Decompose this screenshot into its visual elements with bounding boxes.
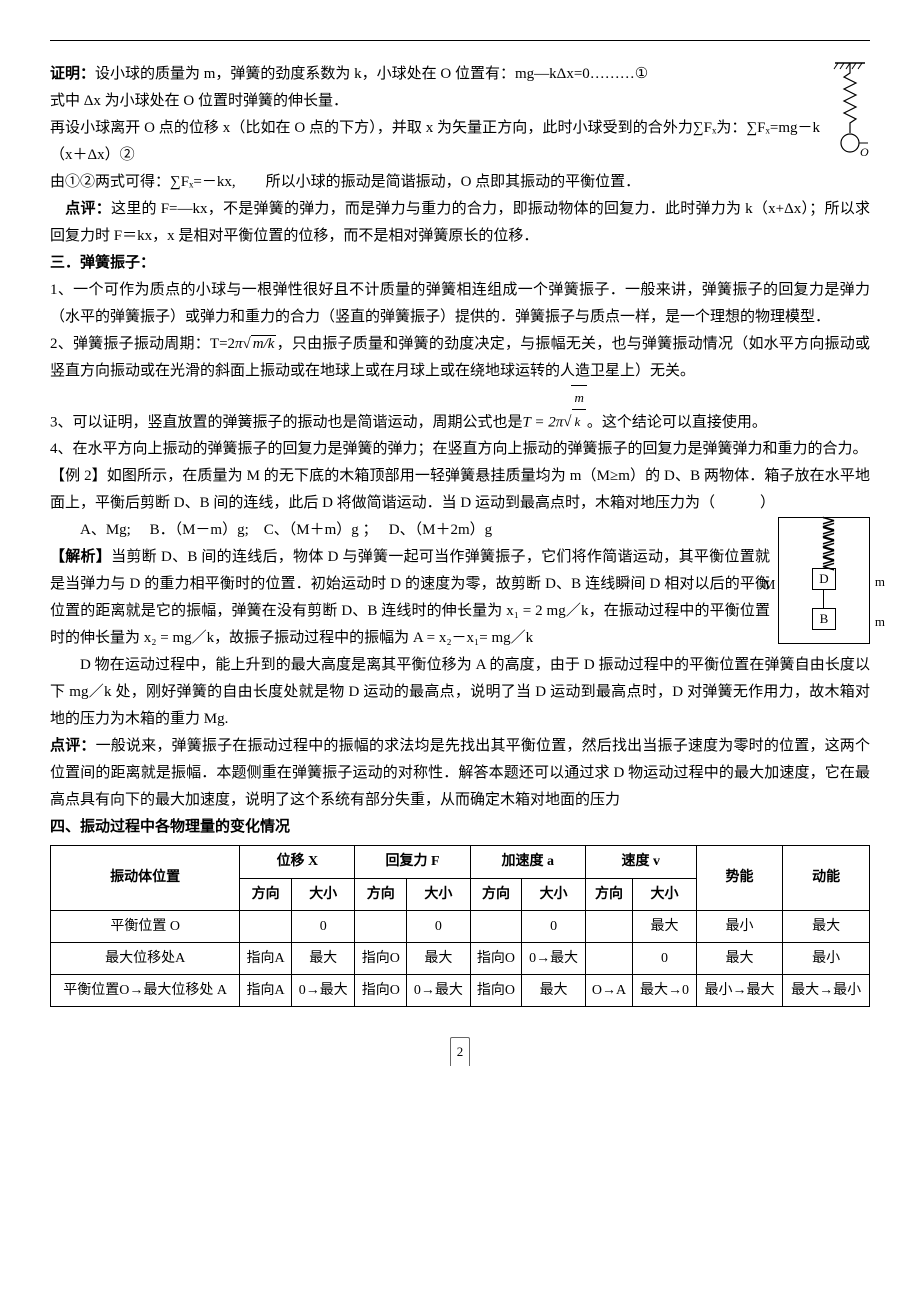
spring-svg: O xyxy=(830,61,870,181)
cell: 最大→最小 xyxy=(783,975,870,1007)
proof-line4: 由①②两式可得：∑Fₓ=－kx, 所以小球的振动是简谐振动，O 点即其振动的平衡… xyxy=(50,169,870,196)
th-vd: 方向 xyxy=(585,878,632,910)
table-row: 平衡位置 O 0 0 0 最大 最小最大 xyxy=(51,910,870,942)
proof-l1-text: 设小球的质量为 m，弹簧的劲度系数为 k，小球处在 O 位置有：mg—kΔx=0… xyxy=(95,66,648,82)
cell: 最大 xyxy=(407,942,471,974)
cell: 最大位移处A xyxy=(51,942,240,974)
th-pe: 势能 xyxy=(696,846,783,910)
physics-table: 振动体位置 位移 X 回复力 F 加速度 a 速度 v 势能 动能 方向大小 方… xyxy=(50,845,870,1007)
cell: 指向A xyxy=(240,975,292,1007)
cell xyxy=(355,910,407,942)
cell: 0 xyxy=(291,910,355,942)
cell: 最小 xyxy=(783,942,870,974)
page-number: 2 xyxy=(450,1037,471,1065)
cell: 最大 xyxy=(783,910,870,942)
m-label-1: m xyxy=(875,570,885,593)
cell: 平衡位置O→最大位移处 A xyxy=(51,975,240,1007)
example2-analysis2: D 物在运动过程中，能上升到的最大高度是离其平衡位移为 A 的高度，由于 D 振… xyxy=(50,652,870,733)
th-velocity: 速度 v xyxy=(585,846,696,878)
sec3-p3a: 3、可以证明，竖直放置的弹簧振子的振动也是简谐运动，周期公式也是 xyxy=(50,414,523,430)
cell: 指向A xyxy=(240,942,292,974)
ex2-note-text: 一般说来，弹簧振子在振动过程中的振幅的求法均是先找出其平衡位置，然后找出当振子速… xyxy=(50,738,870,808)
cell: 平衡位置 O xyxy=(51,910,240,942)
sec3-p1: 1、一个可作为质点的小球与一根弹性很好且不计质量的弹簧相连组成一个弹簧振子．一般… xyxy=(50,277,870,331)
cell: 最大 xyxy=(633,910,697,942)
cell: 最大→0 xyxy=(633,975,697,1007)
sec3-p2a: 2、弹簧振子振动周期：T=2 xyxy=(50,336,235,352)
analysis-text1: 当剪断 D、B 间的连线后，物体 D 与弹簧一起可当作弹簧振子，它们将作简谐运动… xyxy=(50,549,770,646)
example2-note: 点评：一般说来，弹簧振子在振动过程中的振幅的求法均是先找出其平衡位置，然后找出当… xyxy=(50,733,870,814)
connector-line xyxy=(823,590,824,608)
cell: 最小→最大 xyxy=(696,975,783,1007)
sec3-p3: 3、可以证明，竖直放置的弹簧振子的振动也是简谐运动，周期公式也是T = 2π√m… xyxy=(50,385,870,436)
example2-analysis: 【解析】当剪断 D、B 间的连线后，物体 D 与弹簧一起可当作弹簧振子，它们将作… xyxy=(50,544,870,652)
cell: 0→最大 xyxy=(407,975,471,1007)
th-force: 回复力 F xyxy=(355,846,470,878)
cell: 最大 xyxy=(291,942,355,974)
section4-title: 四、振动过程中各物理量的变化情况 xyxy=(50,814,870,841)
th-ke: 动能 xyxy=(783,846,870,910)
section3-title: 三．弹簧振子： xyxy=(50,250,870,277)
cell xyxy=(470,910,522,942)
cell: O→A xyxy=(585,975,632,1007)
table-header-row1: 振动体位置 位移 X 回复力 F 加速度 a 速度 v 势能 动能 xyxy=(51,846,870,878)
page-footer: 2 xyxy=(50,1037,870,1065)
box-spring-figure: ≷≷≷≷≷ M D B m m xyxy=(778,517,870,644)
d-block: D xyxy=(812,568,836,590)
cell: 指向O xyxy=(470,975,522,1007)
example2-options: A、Mg; B．（M－m）g; C、（M＋m）g ； D、（M＋2m）g xyxy=(50,517,870,544)
analysis-label: 【解析】 xyxy=(50,549,111,565)
th-ad: 方向 xyxy=(470,878,522,910)
spring-pendulum-figure: O xyxy=(830,61,870,191)
cell: 指向O xyxy=(355,942,407,974)
top-rule xyxy=(50,40,870,41)
cell: 0→最大 xyxy=(522,942,586,974)
ex2-note-label: 点评： xyxy=(50,738,96,754)
formula-period2: T = 2π xyxy=(523,414,564,430)
note-text: 这里的 F=—kx，不是弹簧的弹力，而是弹力与重力的合力，即振动物体的回复力．此… xyxy=(50,201,870,244)
box-spring-icon: ≷≷≷≷≷ xyxy=(821,518,833,568)
table-row: 最大位移处A 指向A最大 指向O最大 指向O0→最大 0 最大最小 xyxy=(51,942,870,974)
sec3-p4: 4、在水平方向上振动的弹簧振子的回复力是弹簧的弹力；在竖直方向上振动的弹簧振子的… xyxy=(50,436,870,463)
cell: 0→最大 xyxy=(291,975,355,1007)
formula-period1: π xyxy=(235,336,243,352)
th-fd: 方向 xyxy=(355,878,407,910)
example2-stem: 【例 2】如图所示，在质量为 M 的无下底的木箱顶部用一轻弹簧悬挂质量均为 m（… xyxy=(50,463,870,517)
proof-label: 证明： xyxy=(50,66,95,82)
table-row: 平衡位置O→最大位移处 A 指向A0→最大 指向O0→最大 指向O最大 O→A最… xyxy=(51,975,870,1007)
cell: 最大 xyxy=(522,975,586,1007)
cell: 0 xyxy=(633,942,697,974)
th-position: 振动体位置 xyxy=(51,846,240,910)
th-xm: 大小 xyxy=(291,878,355,910)
cell: 0 xyxy=(407,910,471,942)
proof-line1: 证明：设小球的质量为 m，弹簧的劲度系数为 k，小球处在 O 位置有：mg—kΔ… xyxy=(50,61,870,88)
cell: 指向O xyxy=(355,975,407,1007)
cell xyxy=(585,910,632,942)
m-label-2: m xyxy=(875,610,885,633)
th-displacement: 位移 X xyxy=(240,846,355,878)
th-am: 大小 xyxy=(522,878,586,910)
b-block: B xyxy=(812,608,836,630)
m-big-label: M xyxy=(763,573,775,598)
cell xyxy=(585,942,632,974)
th-fm: 大小 xyxy=(407,878,471,910)
note-label: 点评： xyxy=(65,201,111,217)
proof-line2: 式中 Δx 为小球处在 O 位置时弹簧的伸长量． xyxy=(50,88,870,115)
cell: 最小 xyxy=(696,910,783,942)
proof-line3: 再设小球离开 O 点的位移 x（比如在 O 点的下方），并取 x 为矢量正方向，… xyxy=(50,115,870,169)
o-label: O xyxy=(860,145,869,159)
th-xd: 方向 xyxy=(240,878,292,910)
cell: 0 xyxy=(522,910,586,942)
th-acceleration: 加速度 a xyxy=(470,846,585,878)
sec3-p3b: 。这个结论可以直接使用。 xyxy=(587,414,767,430)
cell: 指向O xyxy=(470,942,522,974)
th-vm: 大小 xyxy=(633,878,697,910)
cell xyxy=(240,910,292,942)
proof-note: 点评：这里的 F=—kx，不是弹簧的弹力，而是弹力与重力的合力，即振动物体的回复… xyxy=(50,196,870,250)
sec3-p2: 2、弹簧振子振动周期：T=2π√m/k，只由振子质量和弹簧的劲度决定，与振幅无关… xyxy=(50,331,870,385)
cell: 最大 xyxy=(696,942,783,974)
document-body: O 证明：设小球的质量为 m，弹簧的劲度系数为 k，小球处在 O 位置有：mg—… xyxy=(50,61,870,1066)
